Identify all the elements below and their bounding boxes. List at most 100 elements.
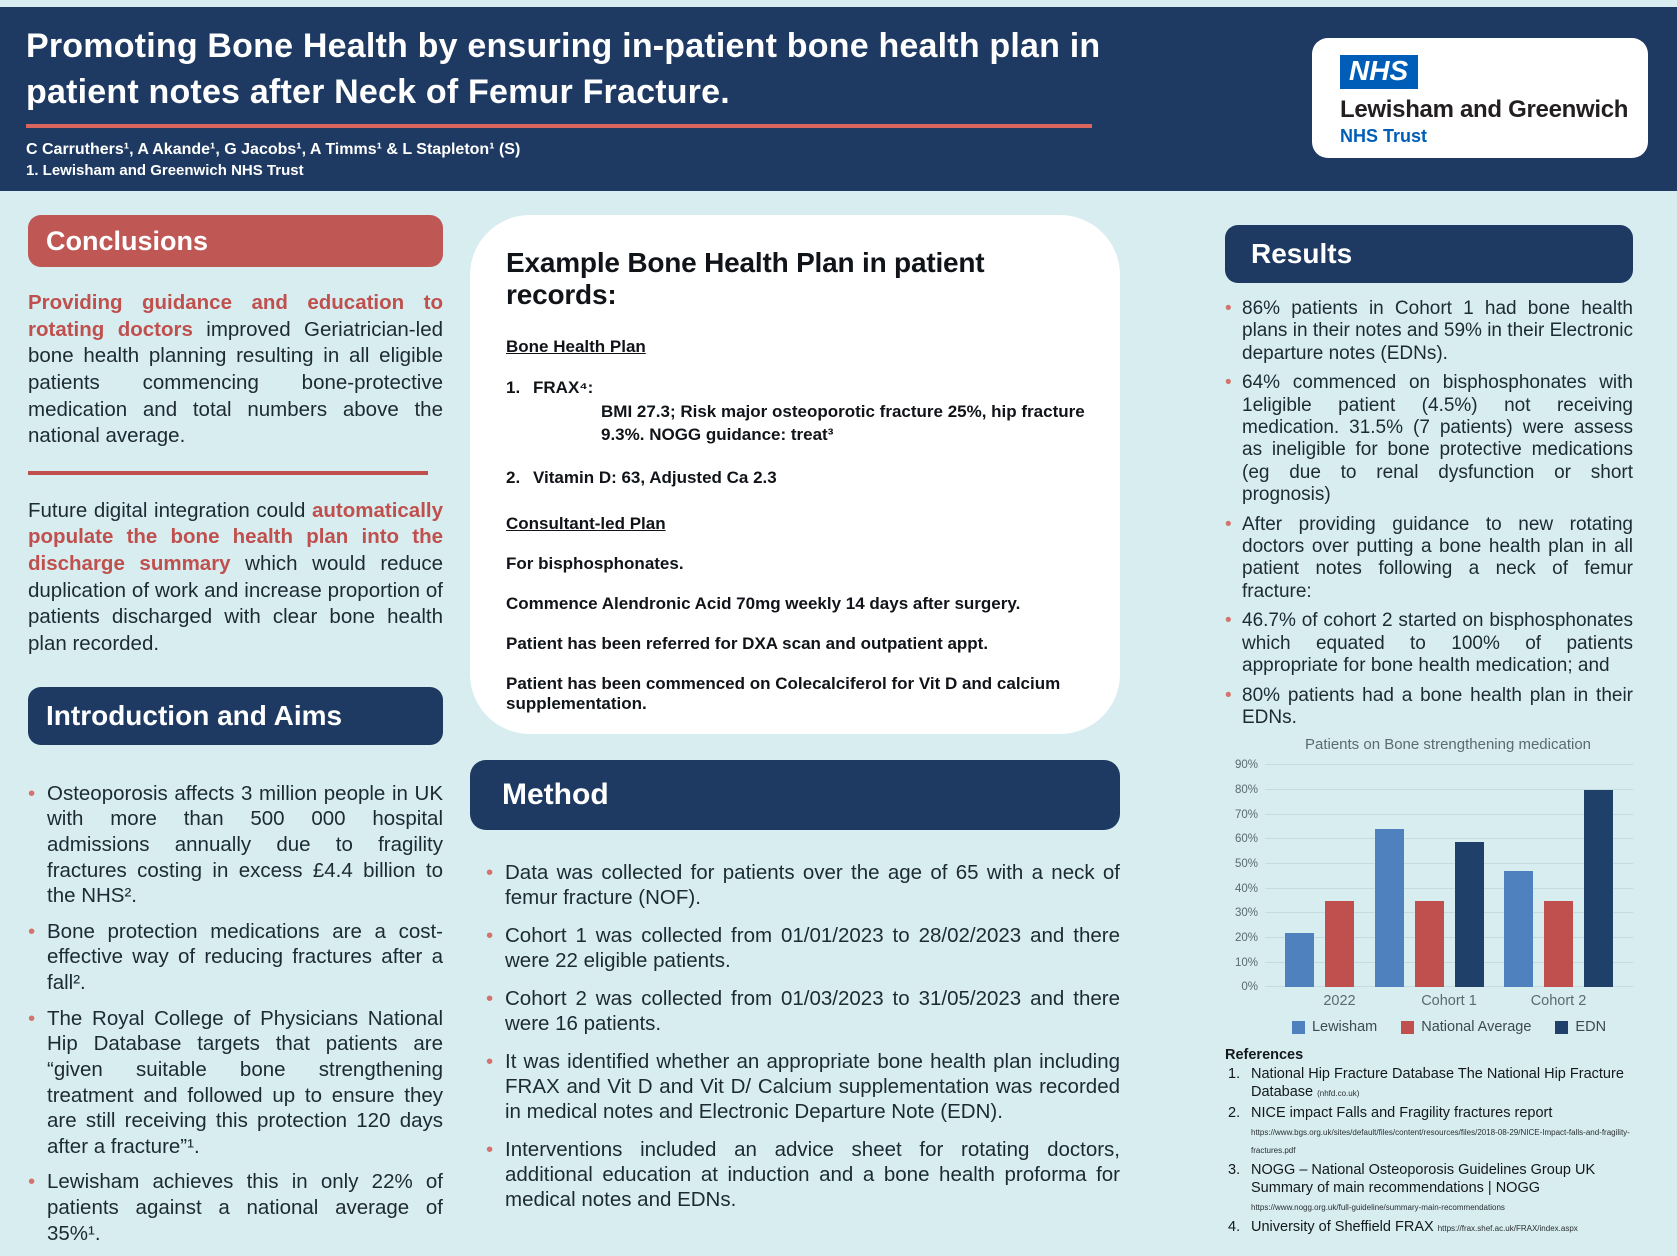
chart-y-tick-label: 20%	[1234, 931, 1258, 944]
plan-line: Patient has been referred for DXA scan a…	[506, 633, 989, 653]
example-plan-heading: Example Bone Health Plan in patient reco…	[506, 247, 985, 310]
bar-national-average-2022	[1325, 900, 1355, 988]
conclusions-divider	[28, 470, 428, 475]
chart-gridline	[1265, 862, 1633, 864]
example-plan-box: Example Bone Health Plan in patient reco…	[470, 215, 1120, 734]
reference-text: NICE impact Falls and Fragility fracture…	[1251, 1105, 1553, 1122]
reference-body: NOGG – National Osteoporosis Guidelines …	[1251, 1162, 1633, 1216]
method-heading: Method	[470, 759, 1120, 830]
chart-legend-item: National Average	[1401, 1019, 1531, 1035]
legend-label: National Average	[1421, 1019, 1532, 1036]
chart-title: Patients on Bone strengthening medicatio…	[1304, 736, 1592, 754]
chart-gridline	[1265, 838, 1633, 840]
chart-bar-group	[1374, 765, 1484, 988]
results-bullet: 80% patients had a bone health plan in t…	[1225, 685, 1633, 730]
poster-title: Promoting Bone Health by ensuring in-pat…	[26, 23, 1677, 115]
plan-item-number: 2.	[506, 467, 521, 487]
nhs-logo-trust: NHS Trust	[1340, 126, 1428, 146]
plan-line: Patient has been commenced on Colecalcif…	[506, 673, 1061, 713]
plan-item-text: Vitamin D: 63, Adjusted Ca 2.3	[533, 467, 777, 487]
conclusions-p2-highlight: automatically populate the bone health p…	[28, 498, 443, 576]
introduction-heading: Introduction and Aims	[28, 686, 443, 745]
chart-bar-group	[1285, 765, 1355, 988]
title-underline	[26, 124, 1092, 129]
conclusions-p1-rest: improved Geriatrician-led bone health pl…	[28, 317, 443, 448]
reference-text: NOGG – National Osteoporosis Guidelines …	[1251, 1162, 1596, 1197]
method-bullets: Data was collected for patients over the…	[470, 860, 1120, 1212]
reference-text: University of Sheffield FRAX	[1251, 1219, 1438, 1236]
introduction-bullet: Bone protection medications are a cost-e…	[28, 919, 443, 996]
reference-url: https://www.bgs.org.uk/sites/default/fil…	[1251, 1128, 1630, 1156]
method-bullet: Cohort 2 was collected from 01/03/2023 t…	[486, 986, 1120, 1036]
introduction-bullets: Osteoporosis affects 3 million people in…	[28, 781, 443, 1247]
plan-line: Commence Alendronic Acid 70mg weekly 14 …	[506, 593, 1021, 613]
reference-body: National Hip Fracture Database The Natio…	[1251, 1066, 1633, 1102]
reference-item: 3. NOGG – National Osteoporosis Guidelin…	[1225, 1162, 1633, 1216]
chart-y-tick-label: 0%	[1241, 981, 1258, 994]
chart-y-tick-label: 10%	[1234, 956, 1258, 969]
chart-y-tick-label: 70%	[1234, 808, 1258, 821]
chart-plot	[1265, 764, 1633, 988]
bar-national-average-cohort-1	[1414, 900, 1444, 988]
chart-legend: Lewisham National Average EDN	[1265, 1019, 1633, 1035]
bar-lewisham-cohort-2	[1503, 871, 1533, 988]
chart-legend-item: Lewisham	[1291, 1019, 1377, 1035]
legend-swatch-icon	[1291, 1020, 1305, 1034]
bar-lewisham-cohort-1	[1374, 829, 1404, 988]
chart-gridline	[1265, 912, 1633, 914]
reference-item: 2. NICE impact Falls and Fragility fract…	[1225, 1105, 1633, 1159]
results-bullets: 86% patients in Cohort 1 had bone health…	[1225, 298, 1633, 729]
chart-gridline	[1265, 788, 1633, 790]
plan-item-text: FRAX⁴:	[533, 378, 594, 397]
chart-legend-item: EDN	[1555, 1019, 1606, 1035]
plan-section-title: Bone Health Plan	[506, 337, 646, 356]
reference-number: 2.	[1228, 1105, 1241, 1122]
bar-edn-cohort-1	[1454, 841, 1484, 988]
chart-y-tick-label: 40%	[1234, 882, 1258, 895]
introduction-bullet: The Royal College of Physicians National…	[28, 1006, 443, 1160]
poster-title-line2: patient notes after Neck of Femur Fractu…	[26, 73, 730, 112]
conclusions-paragraph-1: Providing guidance and education to rota…	[28, 290, 443, 450]
nhs-logo-card: NHS Lewisham and Greenwich NHS Trust	[1312, 38, 1648, 158]
affiliation: 1. Lewisham and Greenwich NHS Trust	[26, 162, 304, 180]
reference-number: 3.	[1228, 1162, 1241, 1179]
reference-url: https://www.nogg.org.uk/full-guideline/s…	[1251, 1203, 1505, 1213]
chart-gridline	[1265, 961, 1633, 963]
reference-item: 1. National Hip Fracture Database The Na…	[1225, 1066, 1633, 1102]
chart-gridline	[1265, 936, 1633, 938]
chart-x-tick-label: Cohort 1	[1421, 993, 1477, 1010]
reference-item: 4. University of Sheffield FRAX https://…	[1225, 1219, 1633, 1237]
results-bullet: 64% commenced on bisphosphonates with 1e…	[1225, 372, 1633, 506]
results-bullet: 46.7% of cohort 2 started on bisphosphon…	[1225, 610, 1633, 677]
plan-item-frax: 1. FRAX⁴:	[506, 378, 1094, 398]
nhs-logo-icon: NHS	[1340, 55, 1419, 89]
method-bullet: It was identified whether an appropriate…	[486, 1049, 1120, 1124]
results-bullet: 86% patients in Cohort 1 had bone health…	[1225, 298, 1633, 365]
chart-bar-group	[1503, 765, 1613, 988]
introduction-bullet: Osteoporosis affects 3 million people in…	[28, 781, 443, 909]
nhs-logo-org: Lewisham and Greenwich	[1340, 96, 1629, 123]
references-heading: References	[1225, 1047, 1304, 1064]
plan-section-title: Consultant-led Plan	[506, 513, 666, 533]
authors: C Carruthers¹, A Akande¹, G Jacobs¹, A T…	[26, 141, 521, 159]
middle-column: Example Bone Health Plan in patient reco…	[470, 215, 1120, 1225]
conclusions-p2-pre: Future digital integration could	[28, 498, 312, 522]
introduction-bullet: Lewisham achieves this in only 22% of pa…	[28, 1169, 443, 1246]
conclusions-heading: Conclusions	[28, 215, 443, 267]
poster-header: Promoting Bone Health by ensuring in-pat…	[0, 7, 1677, 191]
results-heading: Results	[1225, 225, 1633, 283]
chart-y-tick-label: 90%	[1234, 759, 1258, 772]
reference-number: 1.	[1228, 1066, 1241, 1083]
chart-y-tick-label: 60%	[1234, 833, 1258, 846]
conclusions-p2-rest: which would reduce duplication of work a…	[28, 552, 443, 656]
chart-gridline	[1265, 813, 1633, 815]
plan-line: For bisphosphonates.	[506, 553, 684, 573]
bar-chart: Patients on Bone strengthening medicatio…	[1225, 736, 1633, 1035]
chart-x-tick-label: 2022	[1323, 993, 1356, 1010]
reference-url: (nhfd.co.uk)	[1317, 1089, 1360, 1099]
plan-item-frax-detail: BMI 27.3; Risk major osteoporotic fractu…	[601, 402, 1085, 444]
results-bullet: After providing guidance to new rotating…	[1225, 514, 1633, 604]
bar-lewisham-2022	[1285, 933, 1315, 988]
chart-x-axis: 2022 Cohort 1 Cohort 2	[1265, 993, 1633, 1009]
reference-text: National Hip Fracture Database The Natio…	[1251, 1066, 1624, 1101]
